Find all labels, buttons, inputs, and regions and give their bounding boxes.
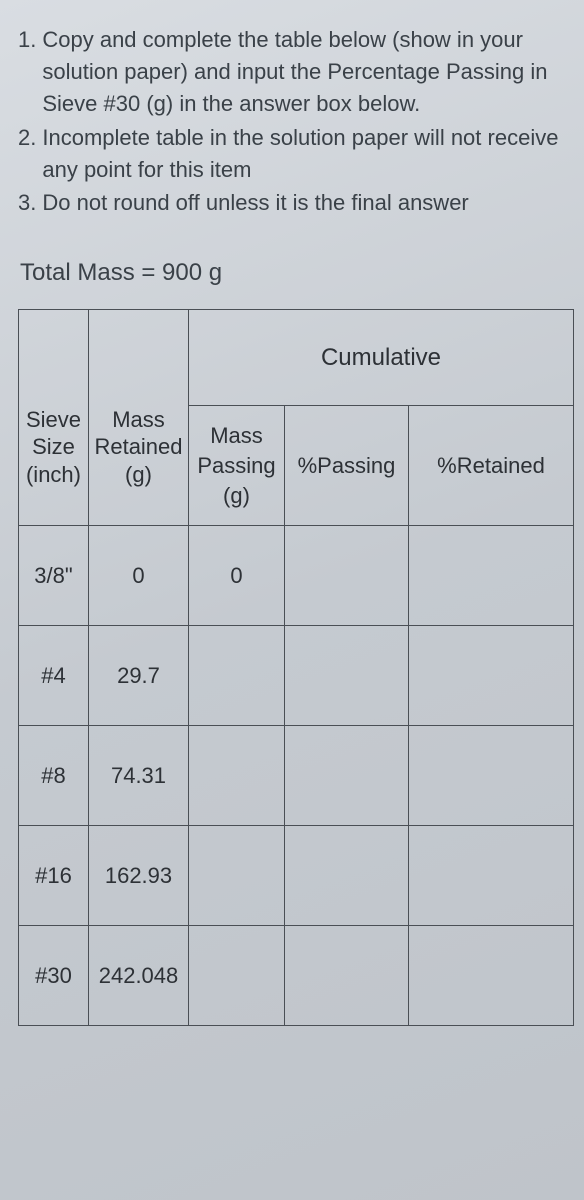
cell-pct-retained — [409, 726, 574, 826]
instruction-item: 1. Copy and complete the table below (sh… — [18, 24, 574, 120]
instruction-number: 1. — [18, 24, 36, 120]
cell-mass-passing: 0 — [189, 526, 285, 626]
instruction-text: Do not round off unless it is the final … — [42, 187, 574, 219]
cell-pct-passing — [285, 626, 409, 726]
header-mp-l3: (g) — [223, 483, 250, 508]
header-sieve-l2: Size — [32, 434, 75, 459]
table-row: #30 242.048 — [19, 926, 574, 1026]
cell-sieve: 3/8" — [19, 526, 89, 626]
cell-pct-retained — [409, 526, 574, 626]
sieve-table: Cumulative Sieve Size Mass Retained Mass… — [18, 309, 574, 1026]
table-header-row: Cumulative — [19, 310, 574, 406]
cell-sieve: #8 — [19, 726, 89, 826]
cell-pct-retained — [409, 926, 574, 1026]
cell-pct-passing — [285, 926, 409, 1026]
cell-pct-passing — [285, 826, 409, 926]
instruction-item: 3. Do not round off unless it is the fin… — [18, 187, 574, 219]
header-pct-passing: %Passing — [285, 406, 409, 526]
instructions-list: 1. Copy and complete the table below (sh… — [18, 24, 574, 219]
table-row: #4 29.7 — [19, 626, 574, 726]
header-sieve-unit: (inch) — [19, 461, 89, 526]
header-blank — [19, 310, 89, 406]
header-blank — [89, 310, 189, 406]
header-mass-retained: Mass Retained — [89, 406, 189, 461]
instruction-number: 3. — [18, 187, 36, 219]
instruction-item: 2. Incomplete table in the solution pape… — [18, 122, 574, 186]
table-header-row: Sieve Size Mass Retained Mass Passing (g… — [19, 406, 574, 461]
cell-sieve: #16 — [19, 826, 89, 926]
cell-pct-retained — [409, 626, 574, 726]
table-row: 3/8" 0 0 — [19, 526, 574, 626]
cell-mass-retained: 29.7 — [89, 626, 189, 726]
header-mass-unit: (g) — [89, 461, 189, 526]
cell-pct-passing — [285, 726, 409, 826]
header-mass-passing: Mass Passing (g) — [189, 406, 285, 526]
instruction-text: Copy and complete the table below (show … — [42, 24, 574, 120]
header-mp-l1: Mass — [210, 423, 263, 448]
cell-mass-retained: 0 — [89, 526, 189, 626]
cell-mass-passing — [189, 926, 285, 1026]
header-sieve: Sieve Size — [19, 406, 89, 461]
cell-mass-retained: 162.93 — [89, 826, 189, 926]
header-mass-l1: Mass — [112, 407, 165, 432]
header-cumulative: Cumulative — [189, 310, 574, 406]
cell-sieve: #4 — [19, 626, 89, 726]
total-mass-label: Total Mass = 900 g — [18, 259, 574, 287]
header-mass-l2: Retained — [94, 434, 182, 459]
instruction-number: 2. — [18, 122, 36, 186]
header-mp-l2: Passing — [197, 453, 275, 478]
header-pct-retained: %Retained — [409, 406, 574, 526]
cell-sieve: #30 — [19, 926, 89, 1026]
cell-mass-passing — [189, 626, 285, 726]
cell-mass-retained: 74.31 — [89, 726, 189, 826]
table-row: #16 162.93 — [19, 826, 574, 926]
cell-mass-passing — [189, 726, 285, 826]
cell-mass-retained: 242.048 — [89, 926, 189, 1026]
header-sieve-l1: Sieve — [26, 407, 81, 432]
table-row: #8 74.31 — [19, 726, 574, 826]
cell-pct-retained — [409, 826, 574, 926]
instruction-text: Incomplete table in the solution paper w… — [42, 122, 574, 186]
cell-mass-passing — [189, 826, 285, 926]
cell-pct-passing — [285, 526, 409, 626]
